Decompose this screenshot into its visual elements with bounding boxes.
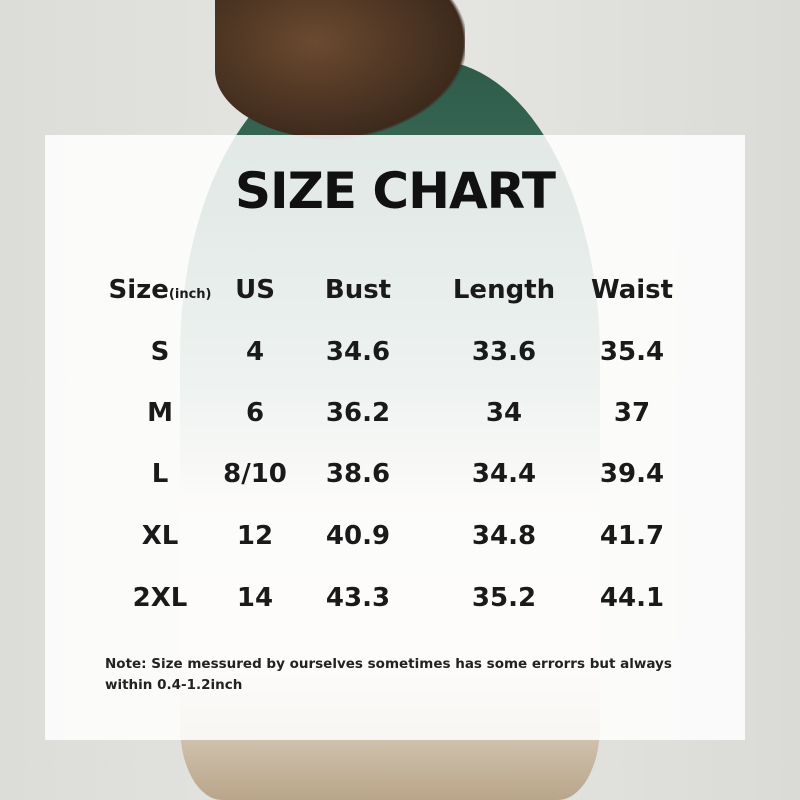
cell-size: XL bbox=[141, 521, 179, 551]
cell-bust: 34.6 bbox=[325, 337, 391, 367]
cell-us: 14 bbox=[236, 583, 274, 613]
cell-size: L bbox=[151, 459, 169, 489]
cell-length: 34 bbox=[485, 398, 523, 428]
cell-waist: 39.4 bbox=[599, 459, 665, 489]
header-label: Size bbox=[108, 275, 169, 305]
cell-bust: 38.6 bbox=[325, 459, 391, 489]
cell-size: M bbox=[147, 398, 173, 428]
measurement-note: Note: Size messured by ourselves sometim… bbox=[105, 656, 672, 693]
cell-bust: 40.9 bbox=[325, 521, 391, 551]
header-size: Size(inch) bbox=[109, 275, 212, 305]
cell-waist: 35.4 bbox=[599, 337, 665, 367]
cell-waist: 37 bbox=[613, 398, 651, 428]
cell-length: 34.8 bbox=[471, 521, 537, 551]
cell-length: 34.4 bbox=[471, 459, 537, 489]
header-label: Waist bbox=[590, 275, 674, 305]
model-hair bbox=[215, 0, 465, 140]
size-unit: (inch) bbox=[168, 287, 212, 302]
cell-us: 12 bbox=[236, 521, 274, 551]
header-label: Length bbox=[452, 275, 556, 305]
header-label: US bbox=[235, 275, 275, 305]
header-waist: Waist bbox=[591, 275, 673, 305]
cell-size: 2XL bbox=[132, 583, 188, 613]
header-bust: Bust bbox=[325, 275, 391, 305]
cell-us: 4 bbox=[245, 337, 265, 367]
cell-length: 33.6 bbox=[471, 337, 537, 367]
cell-bust: 43.3 bbox=[325, 583, 391, 613]
header-length: Length bbox=[453, 275, 555, 305]
size-chart-panel bbox=[45, 135, 745, 740]
cell-waist: 41.7 bbox=[599, 521, 665, 551]
header-label: Bust bbox=[324, 275, 392, 305]
header-us: US bbox=[235, 275, 275, 305]
cell-bust: 36.2 bbox=[325, 398, 391, 428]
cell-us: 6 bbox=[245, 398, 265, 428]
cell-us: 8/10 bbox=[223, 459, 287, 489]
size-chart-title: SIZE CHART bbox=[234, 162, 556, 220]
cell-length: 35.2 bbox=[471, 583, 537, 613]
cell-waist: 44.1 bbox=[599, 583, 665, 613]
cell-size: S bbox=[150, 337, 170, 367]
